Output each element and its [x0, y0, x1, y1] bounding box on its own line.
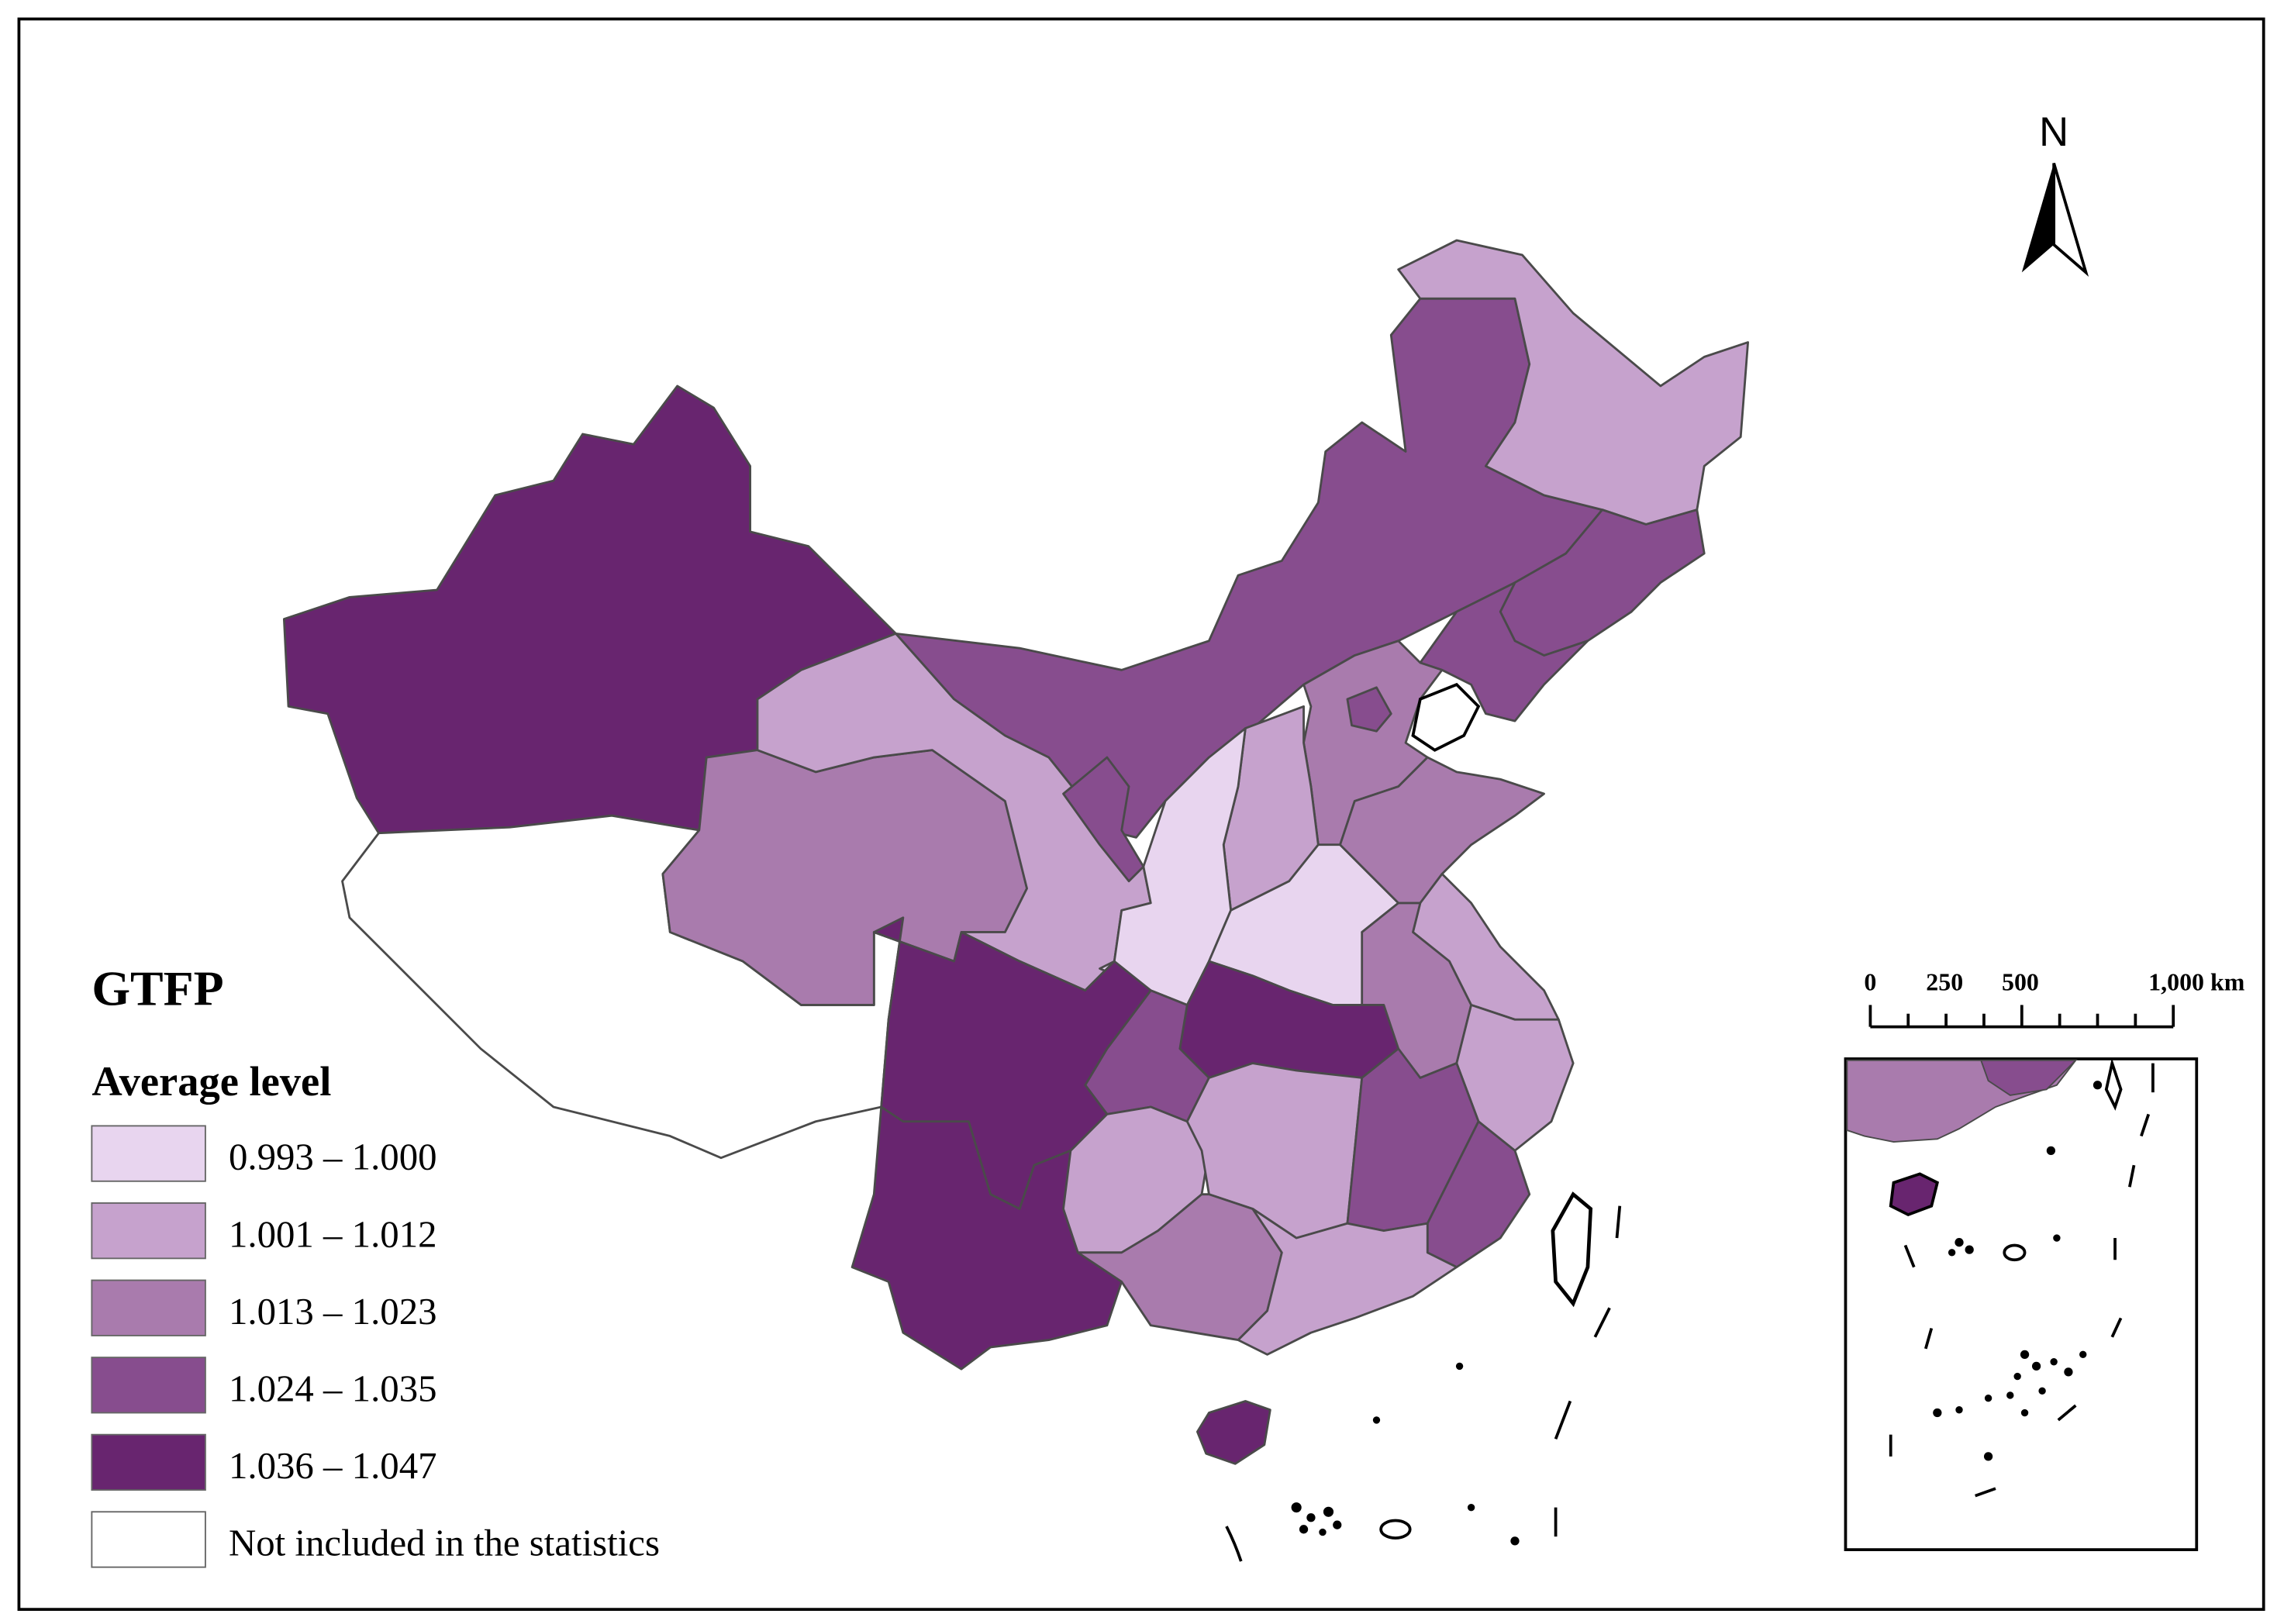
inset-map [1844, 1057, 2199, 1552]
legend-swatch-4 [91, 1357, 206, 1414]
scale-bar: 0 250 500 1,000 km [1864, 969, 2245, 1029]
legend-swatch-6 [91, 1511, 206, 1568]
scale-tick-1000: 1,000 km [2148, 969, 2245, 996]
legend-label-6: Not included in the statistics [229, 1522, 660, 1564]
region-taiwan [1551, 1191, 1593, 1308]
north-arrow: N [2021, 109, 2089, 277]
legend-label-1: 0.993 – 1.000 [229, 1136, 437, 1178]
legend-swatch-2 [91, 1202, 206, 1260]
legend-label-4: 1.024 – 1.035 [229, 1367, 437, 1409]
north-arrow-label: N [2039, 109, 2068, 155]
scale-tick-500: 500 [2002, 969, 2039, 996]
legend-swatch-3 [91, 1279, 206, 1336]
region-beijing [1346, 686, 1392, 733]
region-ningxia [1062, 756, 1145, 883]
bohai-coast [1411, 682, 1481, 752]
inset-hainan [1889, 1172, 1940, 1217]
region-heilongjiang [1397, 239, 1750, 526]
scale-tick-250: 250 [1926, 969, 1963, 996]
legend-label-2: 1.001 – 1.012 [229, 1212, 437, 1255]
north-arrow-icon [2021, 163, 2055, 273]
scs-islands [1225, 1205, 1622, 1562]
scale-tick-0: 0 [1864, 969, 1876, 996]
legend-label-5: 1.036 – 1.047 [229, 1444, 437, 1487]
region-shandong [1339, 756, 1545, 905]
region-guangdong [1237, 1208, 1458, 1356]
legend-heading: Average level [91, 1057, 331, 1105]
map-title: GTFP [91, 960, 223, 1015]
legend-swatch-1 [91, 1125, 206, 1182]
legend: 0.993 – 1.000 1.001 – 1.012 1.013 – 1.02… [91, 1125, 660, 1568]
region-hainan [1195, 1400, 1271, 1465]
legend-swatch-5 [91, 1433, 206, 1491]
legend-label-3: 1.013 – 1.023 [229, 1290, 437, 1333]
